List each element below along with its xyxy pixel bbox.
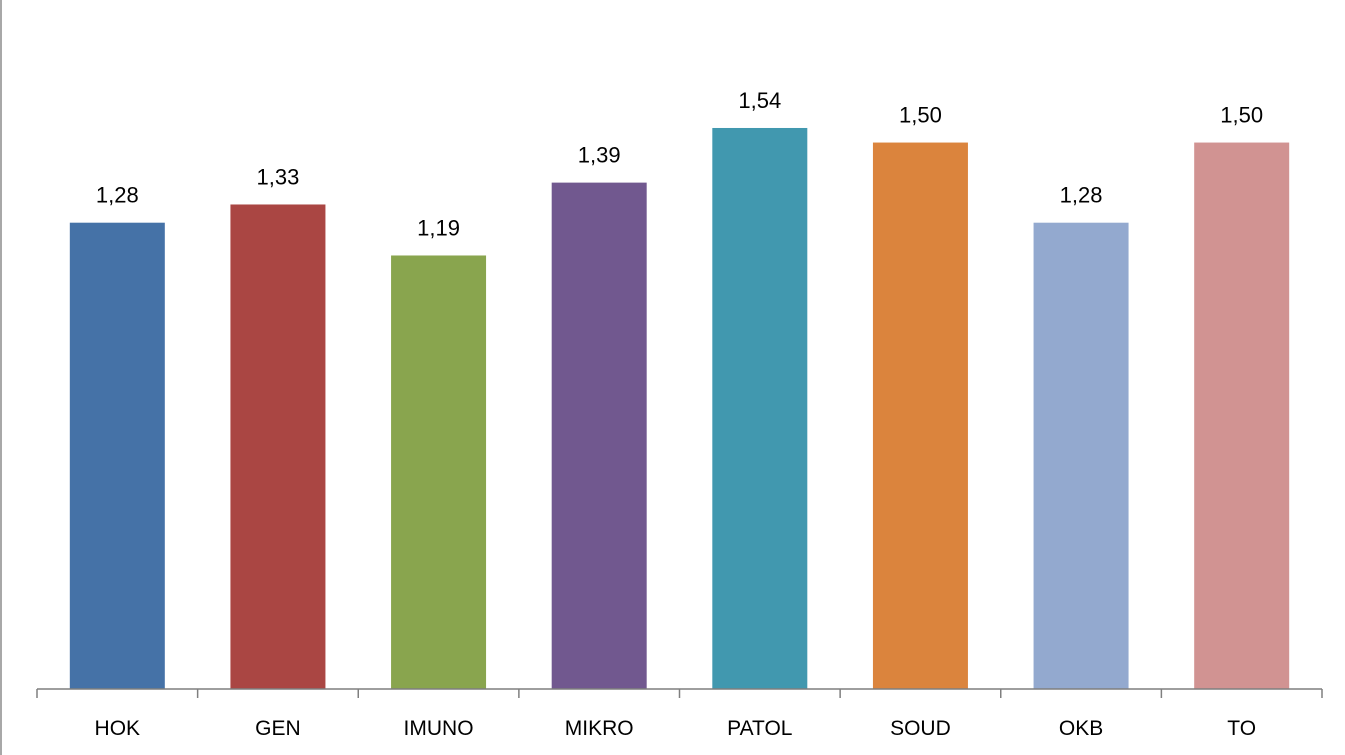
category-label-okb: OKB [1059, 717, 1103, 740]
category-label-patol: PATOL [727, 717, 792, 740]
data-label-imuno: 1,19 [417, 215, 460, 240]
bar-patol [712, 127, 808, 690]
data-labels-layer: 1,28 1,33 1,19 1,39 1,54 1,50 1,28 1,50 [96, 88, 1263, 240]
category-label-gen: GEN [255, 717, 301, 740]
category-label-soud: SOUD [890, 717, 951, 740]
data-label-mikro: 1,39 [578, 143, 621, 168]
bar-mikro [551, 182, 647, 689]
bar-to [1194, 142, 1290, 690]
bar-okb [1033, 222, 1129, 689]
bar-hok [69, 222, 165, 689]
category-labels-layer: HOK GEN IMUNO MIKRO PATOL SOUD OKB TO [95, 717, 1257, 740]
category-label-mikro: MIKRO [565, 717, 634, 740]
category-label-imuno: IMUNO [404, 717, 474, 740]
bar-imuno [391, 255, 487, 690]
data-label-soud: 1,50 [899, 103, 942, 128]
category-label-to: TO [1227, 717, 1256, 740]
bar-gen [230, 204, 326, 690]
bars-layer [69, 127, 1290, 690]
x-axis [36, 688, 1323, 698]
data-label-gen: 1,33 [257, 164, 300, 189]
data-label-to: 1,50 [1220, 103, 1263, 128]
category-label-hok: HOK [95, 717, 141, 740]
data-label-hok: 1,28 [96, 183, 139, 208]
bar-soud [872, 142, 968, 690]
data-label-okb: 1,28 [1060, 183, 1103, 208]
data-label-patol: 1,54 [738, 88, 781, 113]
